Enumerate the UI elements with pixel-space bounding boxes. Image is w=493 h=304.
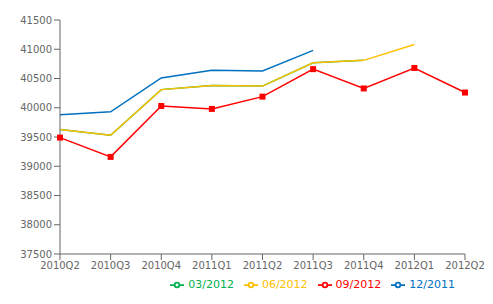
html-text:03/2012: 03/2012 <box>188 278 234 291</box>
svg-text:39000: 39000 <box>20 161 52 172</box>
svg-text:2010Q4: 2010Q4 <box>141 260 181 271</box>
svg-text:2011Q1: 2011Q1 <box>192 260 232 271</box>
svg-text:41000: 41000 <box>20 44 52 55</box>
svg-text:38000: 38000 <box>20 219 52 230</box>
svg-text:2011Q3: 2011Q3 <box>293 260 333 271</box>
svg-text:2010Q3: 2010Q3 <box>91 260 131 271</box>
svg-text:2012Q1: 2012Q1 <box>395 260 435 271</box>
html-text:06/2012: 06/2012 <box>261 278 308 291</box>
html-text:12/2011: 12/2011 <box>409 278 455 291</box>
svg-text:2011Q4: 2011Q4 <box>344 260 384 271</box>
svg-text:2011Q2: 2011Q2 <box>243 260 283 271</box>
svg-text:2010Q2: 2010Q2 <box>40 260 80 271</box>
svg-text:39500: 39500 <box>20 132 52 143</box>
svg-text:2012Q2: 2012Q2 <box>445 260 485 271</box>
svg-text:38500: 38500 <box>20 190 52 201</box>
svg-text:40000: 40000 <box>20 102 52 113</box>
svg-text:37500: 37500 <box>20 249 52 260</box>
svg-text:41500: 41500 <box>20 15 52 26</box>
html-text:09/2012: 09/2012 <box>335 278 382 291</box>
svg-text:40500: 40500 <box>20 73 52 84</box>
